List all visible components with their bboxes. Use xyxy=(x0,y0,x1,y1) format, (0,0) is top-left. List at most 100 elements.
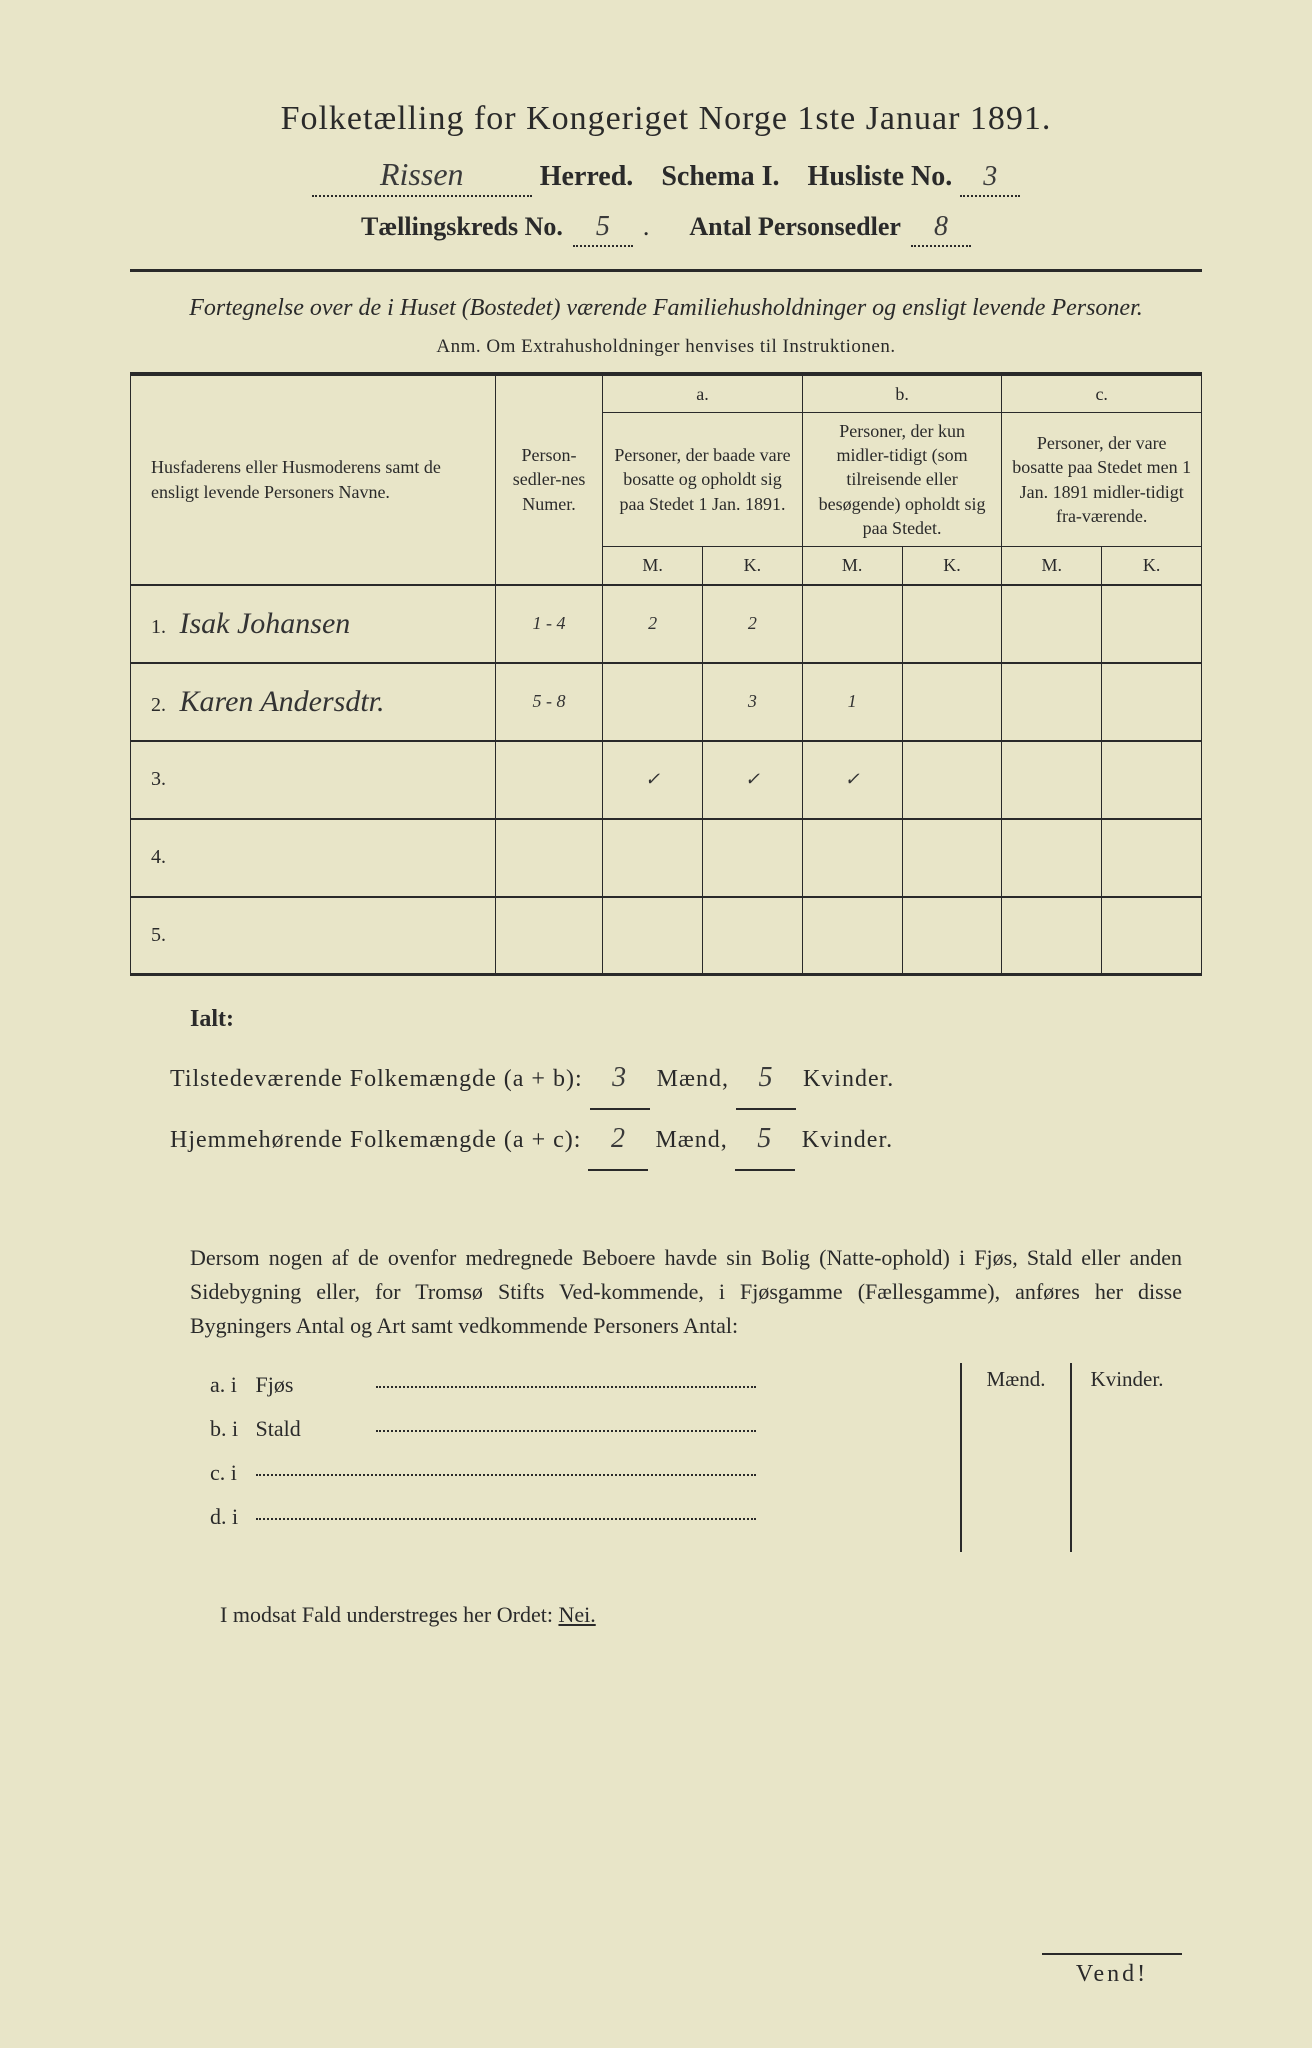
cell-bk xyxy=(902,741,1002,819)
cell-am xyxy=(603,663,703,741)
table-row: 4. xyxy=(131,819,1202,897)
maend-label: Mænd, xyxy=(657,1066,729,1092)
b-lbl: d. i xyxy=(210,1495,250,1539)
cell-am: ✓ xyxy=(603,741,703,819)
annotation-note: Anm. Om Extrahusholdninger henvises til … xyxy=(130,336,1202,358)
cell-ck xyxy=(1102,585,1202,663)
b-lbl: a. i xyxy=(210,1363,250,1407)
header-c-label: c. xyxy=(1002,374,1202,413)
header-a-k: K. xyxy=(702,547,802,585)
nei-word: Nei. xyxy=(558,1602,595,1627)
row-numer xyxy=(495,897,602,975)
b-type: Stald xyxy=(256,1407,376,1451)
schema-label: Schema I. xyxy=(661,161,779,193)
row-name: Isak Johansen xyxy=(180,607,351,640)
home-label: Hjemmehørende Folkemængde (a + c): xyxy=(170,1127,581,1153)
dots xyxy=(256,1474,756,1476)
subtitle: Fortegnelse over de i Huset (Bostedet) v… xyxy=(130,292,1202,326)
cell-cm xyxy=(1002,819,1102,897)
row-num: 3. xyxy=(151,768,175,791)
row-numer: 1 - 4 xyxy=(495,585,602,663)
row-name: Karen Andersdtr. xyxy=(180,685,385,718)
cell-ck xyxy=(1102,819,1202,897)
row-numer xyxy=(495,741,602,819)
cell-cm xyxy=(1002,741,1102,819)
row-numer: 5 - 8 xyxy=(495,663,602,741)
table-row: 3. ✓ ✓ ✓ xyxy=(131,741,1202,819)
cell-ak: 3 xyxy=(702,663,802,741)
dots xyxy=(376,1430,756,1432)
kvinder-label-2: Kvinder. xyxy=(802,1127,893,1153)
cell-ck xyxy=(1102,741,1202,819)
cell-bm: ✓ xyxy=(802,741,902,819)
cell-am xyxy=(603,897,703,975)
header-line-3: Tællingskreds No. 5 . Antal Personsedler… xyxy=(130,211,1202,247)
cell-bk xyxy=(902,663,1002,741)
header-b-desc: Personer, der kun midler-tidigt (som til… xyxy=(802,412,1002,546)
cell-ck xyxy=(1102,663,1202,741)
present-m: 3 xyxy=(590,1049,650,1110)
cell-bm: 1 xyxy=(802,663,902,741)
cell-cm xyxy=(1002,897,1102,975)
dots xyxy=(256,1518,756,1520)
header-b-k: K. xyxy=(902,547,1002,585)
header-a-m: M. xyxy=(603,547,703,585)
cell-cm xyxy=(1002,585,1102,663)
row-num: 2. xyxy=(151,694,175,717)
row-numer xyxy=(495,819,602,897)
mk-mini-table: Mænd. Kvinder. xyxy=(960,1363,1182,1552)
antal-value: 8 xyxy=(911,211,971,247)
husliste-value: 3 xyxy=(960,161,1020,197)
cell-bk xyxy=(902,819,1002,897)
antal-label: Antal Personsedler xyxy=(689,212,901,242)
period: . xyxy=(643,212,650,242)
vend-label: Vend! xyxy=(1042,1953,1182,1988)
mk-k-col xyxy=(1072,1402,1182,1552)
cell-bm xyxy=(802,585,902,663)
cell-bk xyxy=(902,897,1002,975)
mk-m-header: Mænd. xyxy=(962,1363,1072,1402)
census-form-page: Folketælling for Kongeriget Norge 1ste J… xyxy=(0,0,1312,2048)
mk-m-col xyxy=(962,1402,1072,1552)
kreds-label: Tællingskreds No. xyxy=(361,212,563,242)
header-b-m: M. xyxy=(802,547,902,585)
present-label: Tilstedeværende Folkemængde (a + b): xyxy=(170,1066,583,1092)
table-row: 5. xyxy=(131,897,1202,975)
building-list: a. i Fjøs b. i Stald c. i d. i xyxy=(210,1363,960,1552)
kreds-value: 5 xyxy=(573,211,633,247)
cell-bm xyxy=(802,819,902,897)
header-c-desc: Personer, der vare bosatte paa Stedet me… xyxy=(1002,412,1202,546)
table-row: 2. Karen Andersdtr. 5 - 8 3 1 xyxy=(131,663,1202,741)
totals-block: Tilstedeværende Folkemængde (a + b): 3 M… xyxy=(170,1049,1202,1171)
building-paragraph: Dersom nogen af de ovenfor medregnede Be… xyxy=(190,1241,1182,1343)
header-c-k: K. xyxy=(1102,547,1202,585)
row-num: 1. xyxy=(151,616,175,639)
b-type: Fjøs xyxy=(256,1363,376,1407)
maend-label-2: Mænd, xyxy=(655,1127,727,1153)
husliste-label: Husliste No. xyxy=(808,161,953,193)
header-numer: Person-sedler-nes Numer. xyxy=(495,374,602,585)
herred-value: Rissen xyxy=(312,156,532,197)
header-line-2: Rissen Herred. Schema I. Husliste No. 3 xyxy=(130,156,1202,197)
kvinder-label: Kvinder. xyxy=(803,1066,894,1092)
cell-ak: 2 xyxy=(702,585,802,663)
b-lbl: c. i xyxy=(210,1451,250,1495)
nei-text: I modsat Fald understreges her Ordet: xyxy=(220,1602,553,1627)
horizontal-rule xyxy=(130,269,1202,272)
header-c-m: M. xyxy=(1002,547,1102,585)
home-m: 2 xyxy=(588,1110,648,1171)
dots xyxy=(376,1386,756,1388)
row-num: 4. xyxy=(151,846,175,869)
nei-line: I modsat Fald understreges her Ordet: Ne… xyxy=(220,1602,1202,1628)
table-row: 1. Isak Johansen 1 - 4 2 2 xyxy=(131,585,1202,663)
census-table: Husfaderens eller Husmoderens samt de en… xyxy=(130,372,1202,977)
ialt-label: Ialt: xyxy=(190,1006,1202,1033)
cell-am xyxy=(603,819,703,897)
cell-ak xyxy=(702,819,802,897)
cell-am: 2 xyxy=(603,585,703,663)
mk-k-header: Kvinder. xyxy=(1072,1363,1182,1402)
cell-bm xyxy=(802,897,902,975)
cell-ak xyxy=(702,897,802,975)
cell-ck xyxy=(1102,897,1202,975)
header-b-label: b. xyxy=(802,374,1002,413)
